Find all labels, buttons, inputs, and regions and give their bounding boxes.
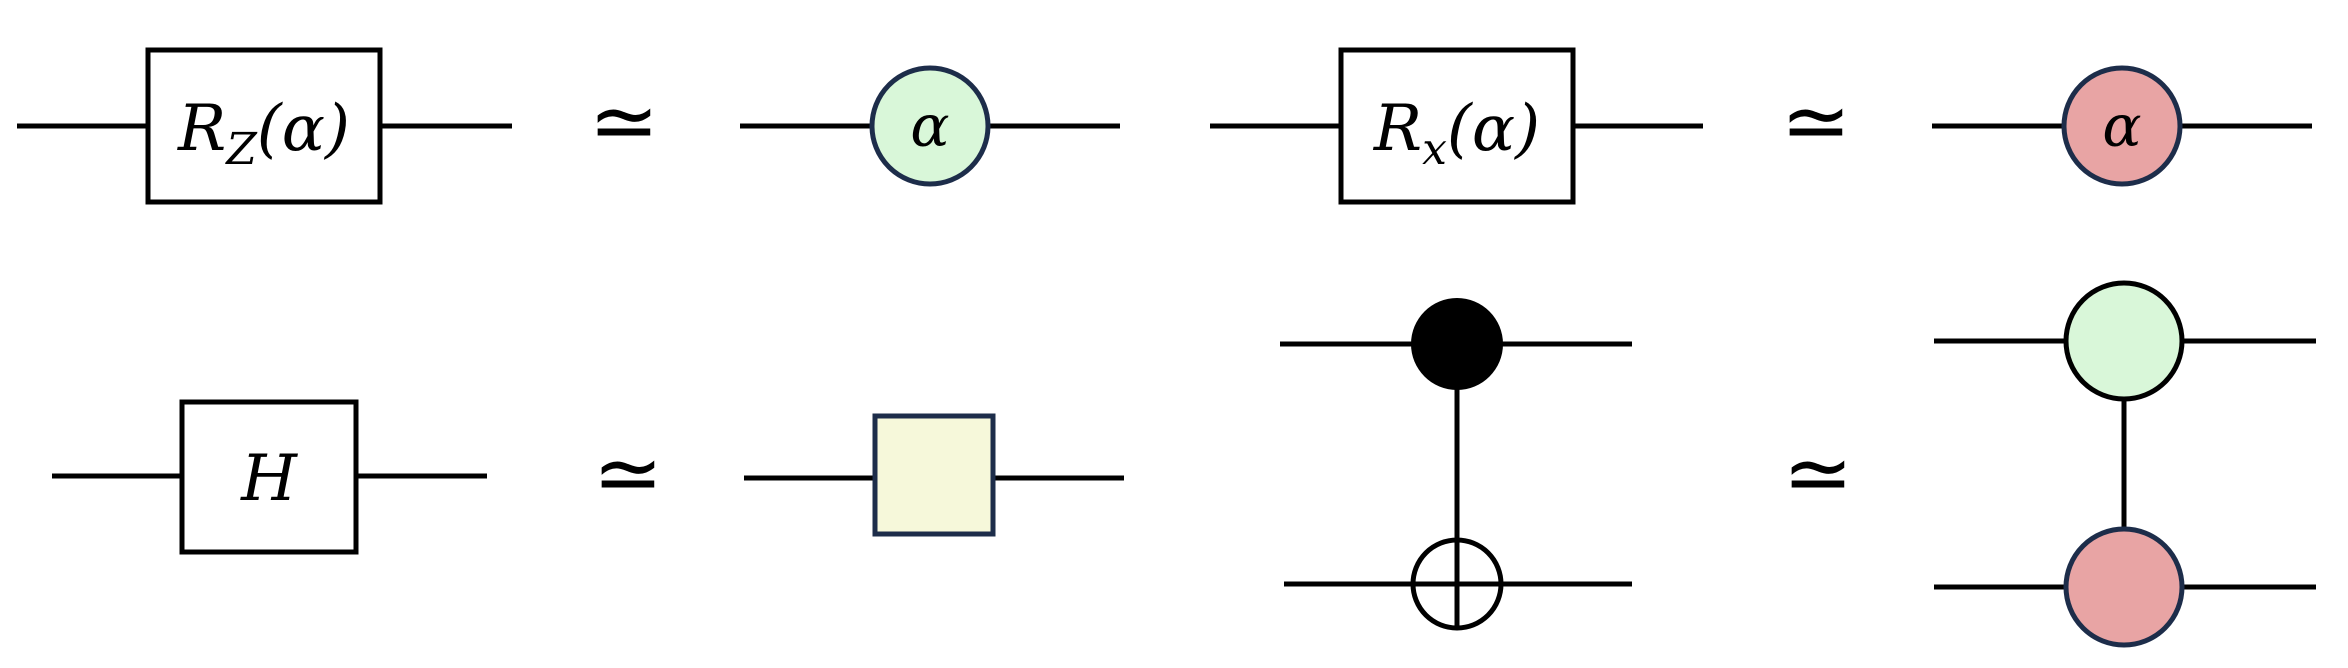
rz-subscript: Z	[224, 124, 258, 175]
rx-gate-box	[1338, 47, 1576, 205]
hadamard-box-node	[872, 413, 996, 537]
cnot-gate-circuit	[1280, 298, 1632, 631]
equivalence-symbol-1: ≃	[589, 72, 659, 170]
rx-argument: (α)	[1447, 92, 1540, 166]
equivalence-symbol-2: ≃	[1781, 72, 1851, 170]
x-spider-node	[2063, 526, 2185, 648]
rz-argument: (α)	[257, 92, 350, 166]
rx-r: R	[1373, 92, 1422, 166]
equivalence-symbol-4: ≃	[1783, 424, 1853, 522]
z-spider-node	[2063, 280, 2185, 402]
z-spider-label: α	[910, 92, 949, 160]
rz-gate-box	[145, 47, 383, 205]
x-spider-circuit: α	[1932, 65, 2312, 187]
z-spider-node	[869, 65, 991, 187]
equivalence-symbol-3: ≃	[593, 424, 663, 522]
rz-gate-circuit: RZ(α)	[17, 47, 512, 205]
rx-subscript: x	[1422, 124, 1447, 175]
rz-r: R	[177, 92, 226, 166]
z-spider-circuit: α	[740, 65, 1120, 187]
control-dot	[1411, 298, 1503, 390]
hadamard-gate-circuit: H	[52, 399, 487, 555]
rz-gate-label: RZ(α)	[177, 92, 350, 175]
hadamard-gate-label: H	[240, 442, 298, 516]
hadamard-box-circuit	[744, 413, 1124, 537]
x-spider-node	[2061, 65, 2183, 187]
rx-gate-label: Rx(α)	[1373, 92, 1540, 175]
cnot-spider-circuit	[1934, 280, 2316, 648]
hadamard-gate-box	[179, 399, 359, 555]
rx-gate-circuit: Rx(α)	[1210, 47, 1703, 205]
x-spider-label: α	[2102, 92, 2141, 160]
